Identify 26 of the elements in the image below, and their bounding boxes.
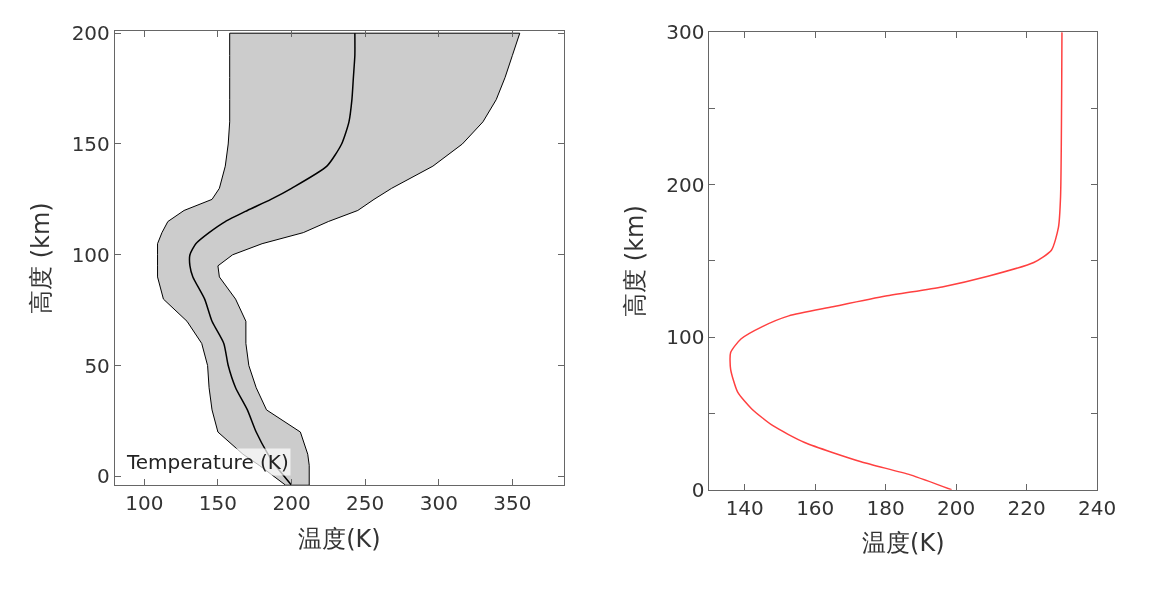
x-tick-label: 240	[1078, 495, 1117, 520]
y-tick-label: 50	[84, 353, 110, 378]
x-tick-label: 140	[725, 495, 764, 520]
x-tick-label: 160	[796, 495, 835, 520]
y-tick-label: 100	[666, 325, 705, 350]
x-axis-title: 温度(K)	[862, 529, 945, 558]
y-tick-label: 300	[666, 20, 705, 45]
y-tick-label: 0	[691, 477, 705, 502]
x-axis-title: 温度(K)	[298, 524, 381, 553]
x-tick-label: 250	[346, 491, 385, 516]
x-tick-label: 220	[1007, 495, 1046, 520]
x-tick-label: 200	[272, 491, 311, 516]
x-tick-label: 300	[419, 491, 458, 516]
x-tick-label: 200	[937, 495, 976, 520]
y-tick-label: 150	[71, 131, 110, 156]
y-tick-label: 200	[666, 172, 705, 197]
annotation: Temperature (K)	[126, 450, 289, 474]
y-axis-title: 高度 (km)	[26, 202, 55, 314]
x-tick-label: 100	[125, 491, 164, 516]
y-tick-label: 200	[71, 21, 110, 46]
y-tick-label: 100	[71, 242, 110, 267]
y-tick-label: 0	[97, 464, 110, 489]
y-axis-title: 高度 (km)	[621, 205, 650, 317]
x-tick-label: 150	[198, 491, 238, 516]
x-tick-label: 350	[493, 491, 532, 516]
x-tick-label: 180	[866, 495, 905, 520]
